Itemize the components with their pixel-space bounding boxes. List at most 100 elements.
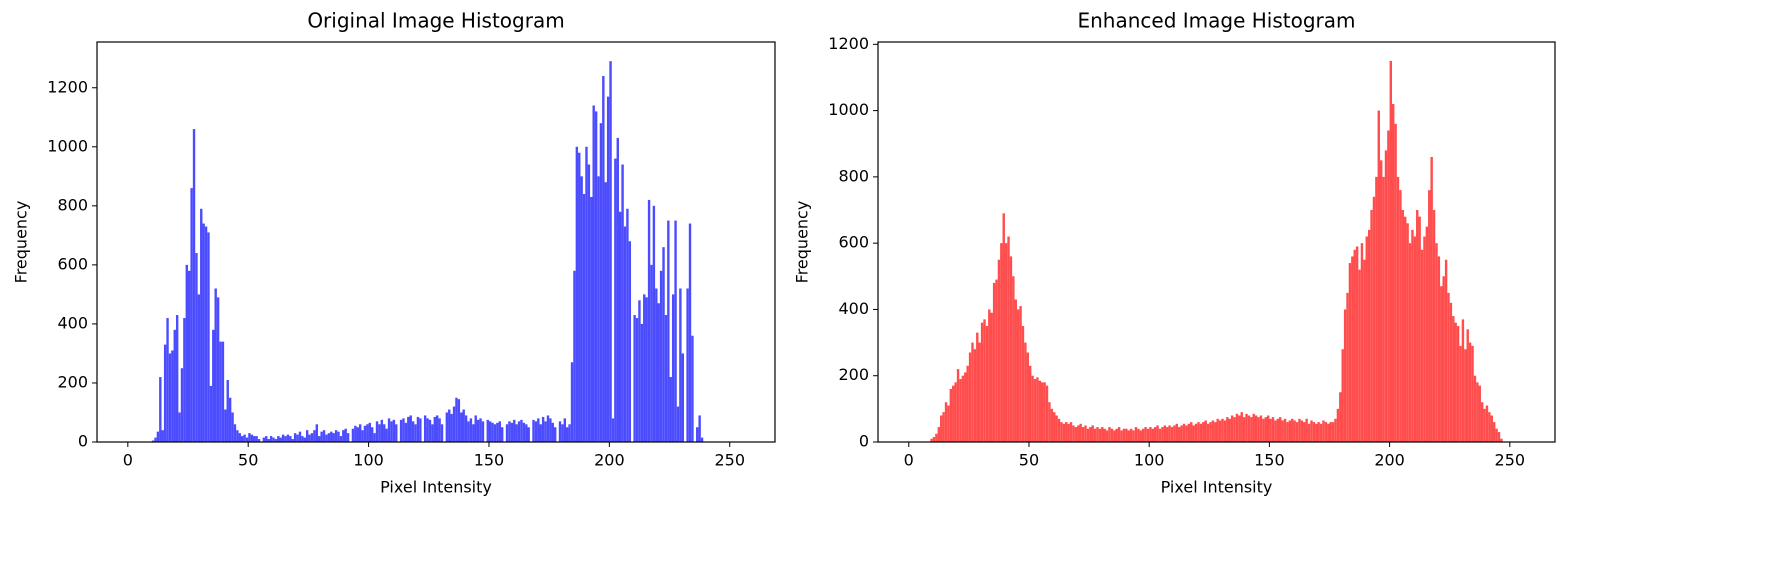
bar [1053,412,1056,442]
bar [1303,422,1306,442]
bar [334,430,338,442]
bar [1432,210,1436,442]
bar [1416,210,1419,442]
bar [935,433,938,442]
bar [216,297,220,442]
bar [1242,417,1246,442]
bar [207,232,210,442]
bar [303,437,306,442]
y-tick-label: 600 [838,233,869,252]
bar [1093,428,1097,442]
bar [1351,256,1354,442]
bar [1065,422,1068,442]
bar [1334,418,1337,442]
bar [204,226,208,442]
bar [221,341,225,442]
bar [1478,385,1481,442]
bar [361,430,364,442]
bar [1091,425,1094,442]
bar [618,211,622,442]
bar [587,164,591,443]
bar [197,294,201,442]
bar [1045,385,1049,442]
bar [1103,428,1106,442]
bar [1468,342,1472,442]
bar [541,416,545,442]
bar [378,424,381,442]
bar [1324,422,1328,442]
bar [1387,130,1390,443]
bar [1447,292,1450,442]
bar [947,405,950,442]
bar [1452,316,1455,442]
bar [1461,319,1465,442]
bar [686,288,689,442]
bar [1031,375,1034,442]
bar [599,123,603,442]
bar [1312,422,1316,442]
bar [1293,420,1296,442]
bar [474,415,477,442]
bar [440,424,444,442]
bar [592,105,595,443]
bar [549,418,552,442]
bar [667,220,670,442]
bar [930,438,933,442]
bar [594,111,598,443]
bar [1166,427,1169,442]
bar [383,424,386,442]
bar [1026,352,1029,442]
bar [995,279,998,442]
bar [520,419,523,442]
bar [195,253,198,442]
y-tick-label: 1000 [828,100,869,119]
bar [438,418,441,442]
bar [366,424,369,442]
bar [1355,246,1359,442]
bar [161,430,164,442]
bar [940,415,943,442]
bar [1310,420,1313,442]
bar [1163,425,1167,442]
bar [1370,210,1373,442]
bar [1040,382,1044,442]
bar [611,418,615,442]
x-tick-label: 200 [594,451,625,470]
bar [380,419,384,442]
bar [1043,382,1046,442]
bar [954,382,957,442]
y-tick-label: 0 [78,432,88,451]
bar [570,362,574,442]
bar [180,368,184,442]
bar [655,288,658,442]
bar [1271,417,1275,442]
bar [700,437,704,442]
bar [1300,420,1304,442]
bar [1055,415,1058,442]
bar [416,416,420,442]
bar [175,315,179,442]
bar [414,424,417,442]
bar [368,422,371,442]
bar [1024,342,1027,442]
bar [190,188,193,442]
bar [1329,422,1332,442]
bar [664,315,668,442]
bar [1180,425,1183,442]
bar [1216,418,1219,442]
bar [961,375,965,442]
bar [501,427,504,442]
bar [1437,256,1441,442]
bar [476,419,480,442]
bar [308,434,311,442]
bar [351,428,355,442]
bar [1127,430,1130,442]
bar [1192,425,1195,442]
bar [1190,422,1193,442]
bar [402,418,405,442]
bar [1012,276,1015,442]
bar [1444,259,1448,442]
chart-title: Enhanced Image Histogram [1077,9,1355,33]
bar [1250,417,1253,442]
bar [1279,417,1282,442]
